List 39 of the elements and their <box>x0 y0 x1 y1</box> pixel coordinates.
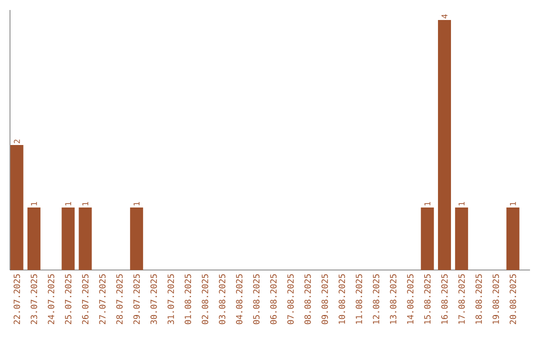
x-tick-label: 13.08.2025 <box>390 274 396 324</box>
x-tick-label: 26.07.2025 <box>82 274 88 324</box>
x-tick-label: 28.07.2025 <box>116 274 123 324</box>
x-tick-label: 30.07.2025 <box>150 274 157 324</box>
data-label: 1 <box>65 202 72 206</box>
x-tick-label: 01.08.2025 <box>184 274 192 324</box>
x-tick-label: 29.07.2025 <box>133 274 140 324</box>
x-tick-label: 15.08.2025 <box>424 274 431 324</box>
x-tick-label: 12.08.2025 <box>372 274 380 324</box>
data-label: 1 <box>510 202 516 206</box>
x-tick-label: 03.08.2025 <box>218 274 226 324</box>
x-tick-label: 25.07.2025 <box>64 274 72 324</box>
x-tick-label: 17.08.2025 <box>458 274 465 324</box>
x-tick-label: 05.08.2025 <box>253 274 260 324</box>
data-label: 1 <box>458 202 465 206</box>
x-tick-label: 11.08.2025 <box>356 274 362 324</box>
data-label: 4 <box>442 14 448 18</box>
data-label: 1 <box>134 202 140 206</box>
data-label: 1 <box>82 202 88 206</box>
x-tick-label: 02.08.2025 <box>202 274 208 324</box>
x-tick-label: 08.08.2025 <box>304 274 311 324</box>
data-label: 2 <box>14 140 20 144</box>
x-tick-label: 24.07.2025 <box>48 274 54 324</box>
x-tick-label: 14.08.2025 <box>407 274 414 324</box>
x-tick-label: 18.08.2025 <box>475 274 482 324</box>
x-tick-label: 20.08.2025 <box>510 274 516 324</box>
x-tick-label: 19.08.2025 <box>492 274 500 324</box>
data-label: 1 <box>31 202 37 206</box>
x-tick-label: 04.08.2025 <box>236 274 242 324</box>
x-tick-label: 16.08.2025 <box>441 274 448 324</box>
x-tick-label: 06.08.2025 <box>270 274 277 324</box>
x-tick-label: 22.07.2025 <box>14 274 20 324</box>
x-tick-label: 23.07.2025 <box>30 274 38 324</box>
x-tick-label: 09.08.2025 <box>322 274 328 324</box>
x-tick-label: 07.08.2025 <box>287 274 294 324</box>
x-tick-label: 31.07.2025 <box>168 274 174 324</box>
data-label: 1 <box>424 202 430 206</box>
x-tick-label: 10.08.2025 <box>338 274 346 324</box>
x-tick-label: 27.07.2025 <box>99 274 106 324</box>
